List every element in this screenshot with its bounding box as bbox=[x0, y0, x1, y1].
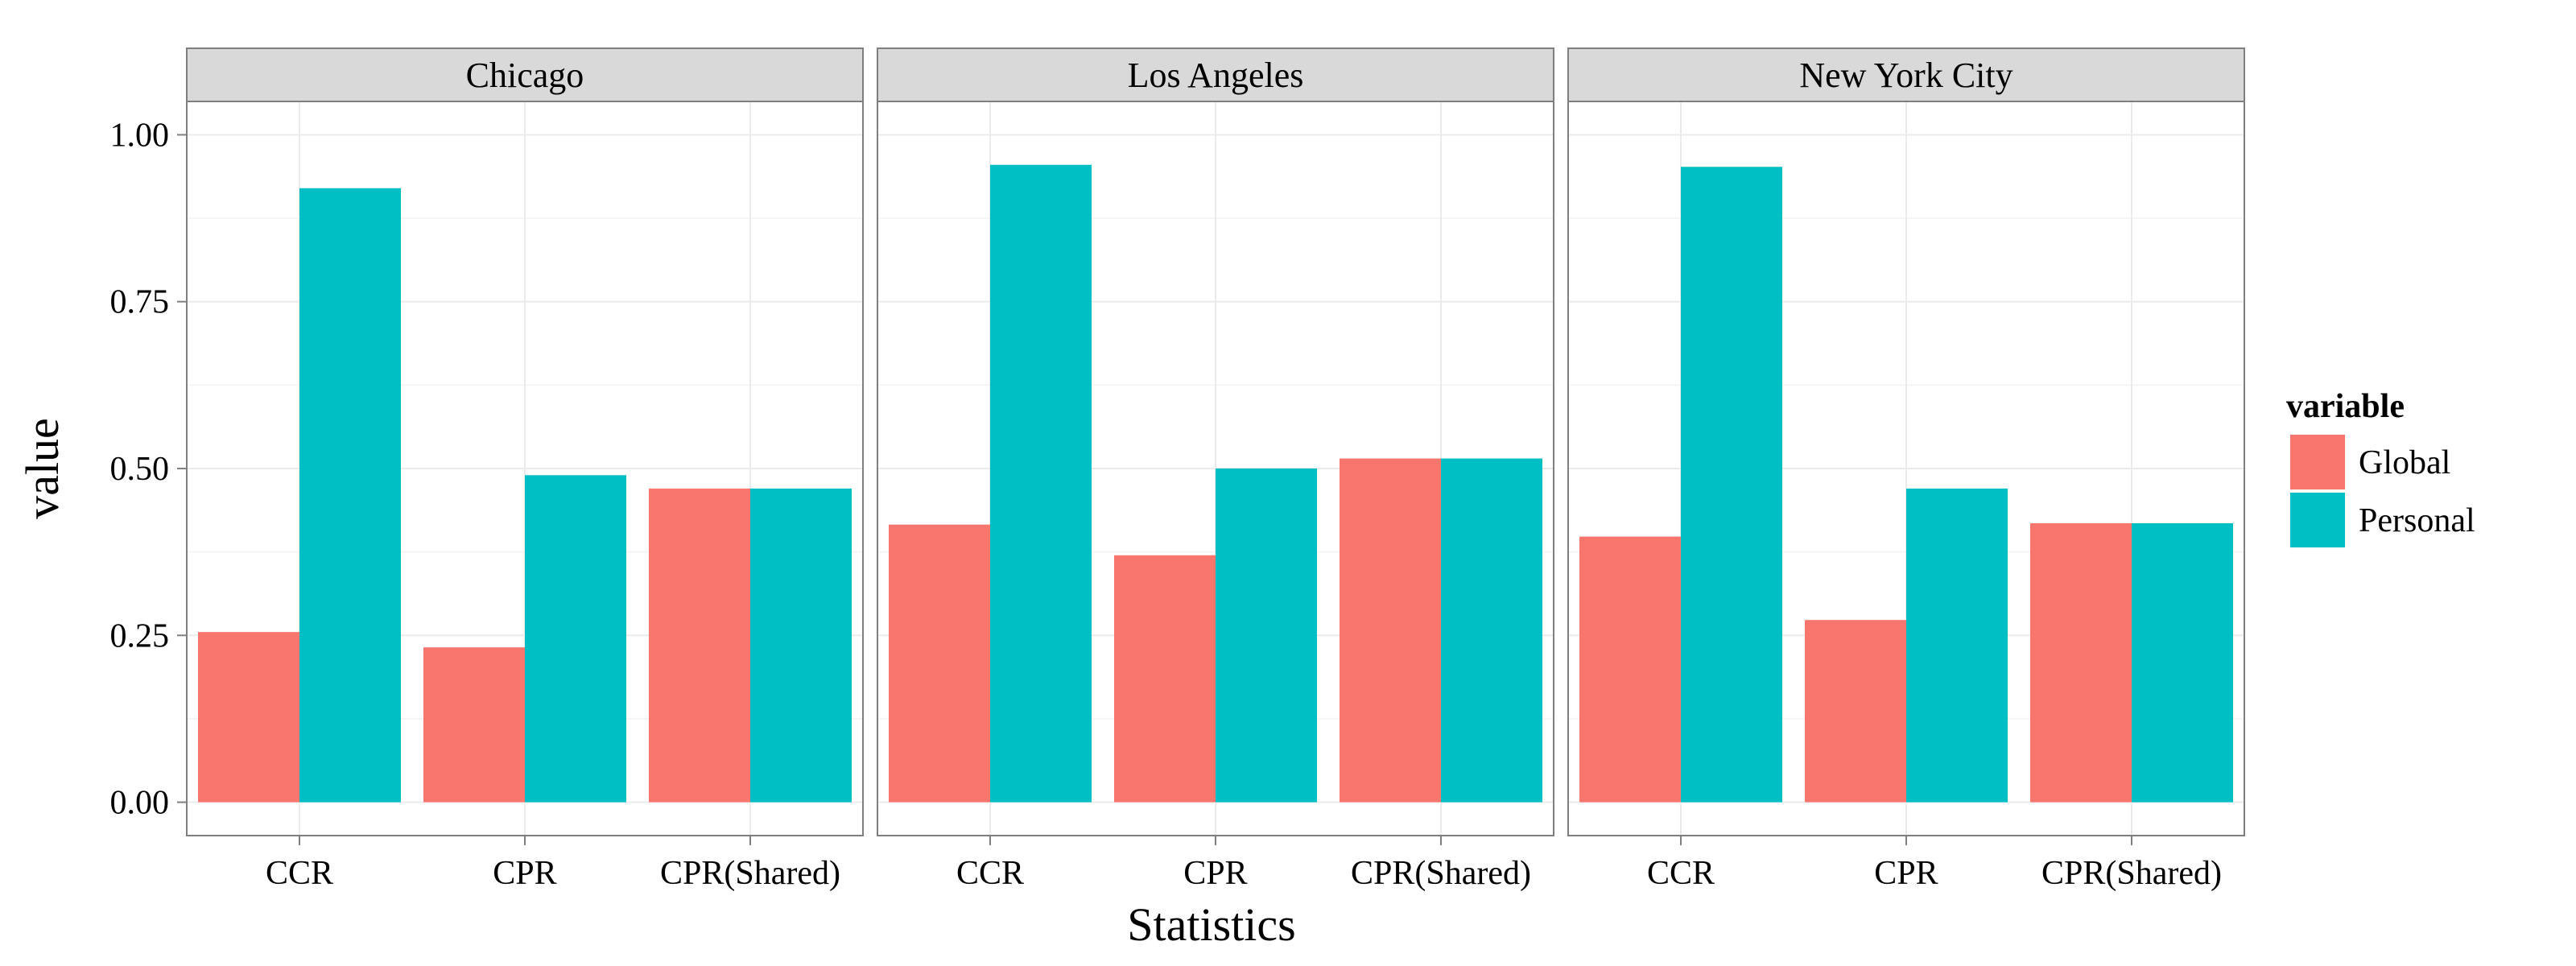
x-axis-title: Statistics bbox=[1127, 898, 1295, 951]
x-tick-label: CCR bbox=[956, 855, 1024, 892]
x-tick-label: CPR bbox=[1183, 855, 1247, 892]
y-tick-label: 0.75 bbox=[110, 284, 170, 321]
facet-strip-label: New York City bbox=[1799, 56, 2013, 95]
bar-global bbox=[1579, 536, 1681, 803]
facet-panels: Chicago CCR CPR CPR(Shared) Los Angeles CCR CP… bbox=[186, 47, 2245, 892]
facet-strip-label: Chicago bbox=[466, 56, 584, 95]
bar-personal bbox=[1906, 488, 2008, 803]
bar-global bbox=[1114, 555, 1216, 803]
facet-strip bbox=[186, 47, 864, 102]
y-tick-label: 0.00 bbox=[110, 785, 170, 822]
bar-personal bbox=[750, 488, 852, 803]
legend-label: Personal bbox=[2359, 502, 2475, 539]
legend-label: Global bbox=[2359, 444, 2450, 481]
facet-panel: New York City CCR CPR CPR(Shared) bbox=[1567, 47, 2245, 892]
y-axis-title: value bbox=[16, 418, 68, 519]
x-tick-label: CCR bbox=[266, 855, 333, 892]
bar-personal bbox=[2132, 522, 2233, 803]
bar-global bbox=[1805, 620, 1906, 803]
legend-title: variable bbox=[2286, 388, 2405, 425]
bar-personal bbox=[525, 475, 626, 803]
bar-personal bbox=[299, 188, 401, 803]
bar-personal bbox=[1441, 458, 1542, 803]
x-tick-label: CPR(Shared) bbox=[1351, 855, 1531, 892]
x-tick-label: CPR bbox=[1874, 855, 1938, 892]
x-tick-label: CCR bbox=[1647, 855, 1715, 892]
legend-swatch-personal bbox=[2290, 493, 2345, 547]
y-axis: 0.00 0.25 0.50 0.75 1.00 bbox=[110, 117, 187, 822]
facet-strip bbox=[877, 47, 1554, 102]
y-tick-label: 0.50 bbox=[110, 451, 170, 488]
legend-items: Global Personal bbox=[2287, 431, 2475, 551]
x-tick-label: CPR bbox=[493, 855, 556, 892]
x-tick-label: CPR(Shared) bbox=[2041, 855, 2222, 892]
legend: variable Global Personal bbox=[2286, 388, 2475, 551]
bar-personal bbox=[1216, 469, 1317, 803]
y-tick-label: 0.25 bbox=[110, 617, 170, 654]
bar-global bbox=[423, 647, 525, 803]
facet-strip-label: Los Angeles bbox=[1128, 56, 1304, 95]
y-tick-label: 1.00 bbox=[110, 117, 170, 154]
bar-global bbox=[2030, 522, 2132, 803]
bar-global bbox=[198, 632, 299, 803]
facet-panel: Chicago CCR CPR CPR(Shared) bbox=[186, 47, 864, 892]
bar-personal bbox=[1681, 167, 1782, 803]
bar-global bbox=[649, 488, 750, 803]
legend-swatch-global bbox=[2290, 435, 2345, 489]
bar-personal bbox=[990, 164, 1092, 803]
bar-global bbox=[889, 524, 990, 803]
x-tick-label: CPR(Shared) bbox=[660, 855, 840, 892]
bar-global bbox=[1340, 458, 1441, 803]
facet-panel: Los Angeles CCR CPR CPR(Shared) bbox=[877, 47, 1554, 892]
facet-strip bbox=[1567, 47, 2245, 102]
